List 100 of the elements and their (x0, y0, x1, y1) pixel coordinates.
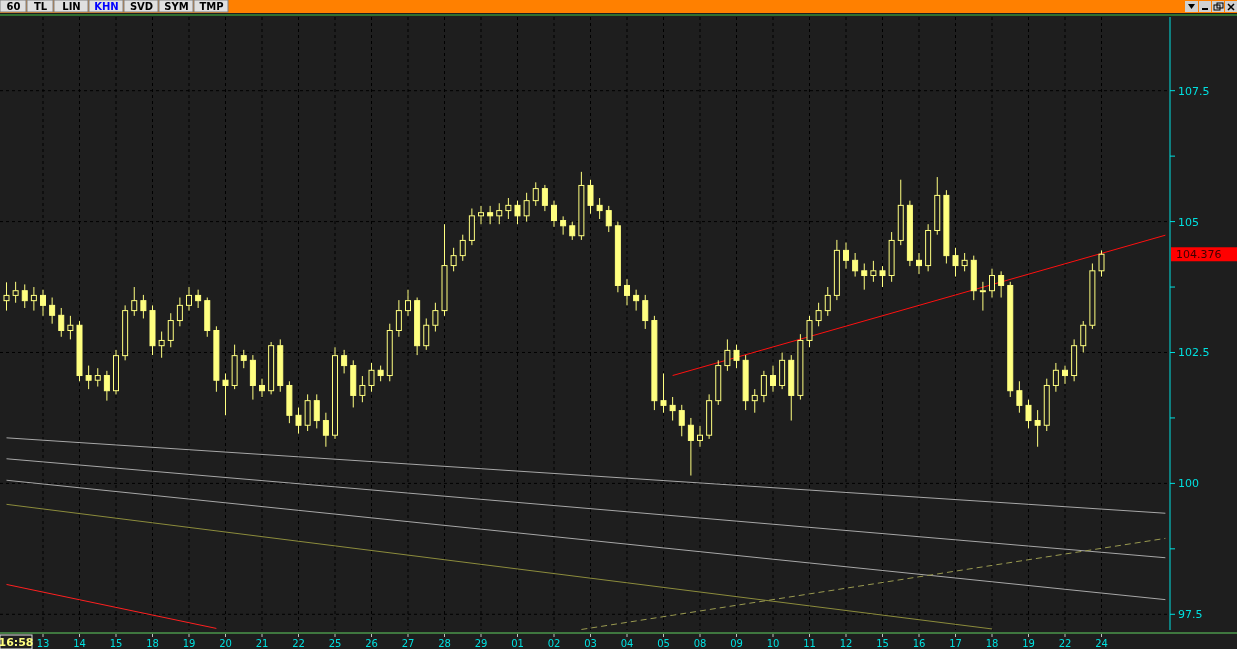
x-tick-label: 18 (985, 638, 999, 649)
x-tick-label: 21 (255, 638, 269, 649)
candlestick (368, 362, 375, 393)
x-tick-label: 15 (876, 638, 889, 649)
candlestick (852, 252, 859, 278)
text: 16:58 (0, 636, 34, 649)
candlestick (815, 302, 822, 327)
candlestick (176, 297, 183, 327)
candlestick (532, 181, 539, 207)
candlestick (514, 200, 521, 225)
candlestick (1025, 399, 1032, 429)
candlestick (359, 375, 366, 403)
x-tick-label: 18 (146, 638, 159, 649)
x-tick-label: 29 (474, 638, 488, 649)
x-tick-label: 05 (657, 638, 670, 649)
candlestick (1016, 380, 1023, 414)
candlestick (405, 289, 411, 317)
candlestick (432, 302, 439, 333)
y-tick-label: 97.5 (1178, 608, 1203, 622)
candlestick (30, 286, 37, 312)
candlestick (94, 367, 101, 388)
candlestick (167, 312, 174, 348)
candlestick (998, 270, 1005, 299)
x-tick-label: 08 (693, 638, 707, 649)
x-tick-label: 25 (328, 638, 342, 649)
y-tick-label: 100 (1178, 477, 1199, 491)
candlestick (697, 425, 703, 448)
candlestick (843, 242, 849, 270)
x-tick-label: 27 (401, 638, 415, 649)
candlestick (687, 417, 694, 477)
candlestick (1052, 362, 1059, 393)
candlestick (979, 281, 986, 312)
candlestick (551, 200, 557, 228)
y-tick-label: 105 (1178, 215, 1199, 229)
x-tick-label: 02 (547, 638, 561, 649)
candlestick (395, 299, 402, 338)
candlestick (1098, 249, 1105, 278)
candlestick (751, 388, 758, 414)
candlestick (879, 265, 886, 288)
x-tick-label: 20 (219, 638, 232, 649)
candlestick (669, 396, 676, 422)
candlestick (1080, 320, 1087, 353)
x-tick-label: 26 (365, 638, 378, 649)
candlestick (487, 205, 494, 225)
candlestick (660, 372, 667, 414)
x-tick-label: 22 (1058, 638, 1072, 649)
candlestick (870, 260, 877, 283)
candlestick (523, 192, 530, 223)
candlestick (103, 370, 110, 402)
candlestick (313, 393, 320, 429)
candlestick (624, 278, 630, 306)
candlestick (569, 221, 576, 241)
x-tick-label: 16 (912, 638, 926, 649)
x-tick-label: 17 (949, 638, 962, 649)
candlestick (478, 205, 484, 225)
candlestick (1034, 409, 1041, 448)
candlestick (541, 184, 548, 212)
candlestick (341, 349, 348, 374)
x-tick-label: 11 (803, 638, 816, 649)
candlestick (12, 281, 19, 304)
text: TL (33, 1, 48, 12)
candlestick (678, 404, 685, 437)
candlestick (1062, 365, 1068, 385)
text: 60 (6, 1, 21, 12)
candlestick (21, 283, 28, 309)
candlestick (724, 338, 731, 372)
x-tick-label: 01 (511, 638, 524, 649)
candlestick (322, 412, 329, 448)
candlestick (824, 286, 831, 317)
candlestick (916, 252, 922, 275)
candlestick (450, 247, 457, 272)
candlestick (67, 315, 74, 340)
candlestick (423, 317, 430, 351)
candlestick (158, 331, 165, 359)
x-tick-label: 12 (839, 638, 853, 649)
candlestick (642, 294, 649, 330)
x-tick-label: 09 (730, 638, 743, 649)
y-tick-label: 102.5 (1178, 346, 1210, 360)
candlestick (733, 344, 740, 369)
candlestick (961, 252, 968, 272)
candlestick (806, 315, 813, 348)
candlestick (760, 370, 767, 403)
candlestick (861, 262, 868, 291)
candlestick (131, 286, 138, 317)
x-tick-label: 13 (36, 638, 50, 649)
x-tick-label: 24 (1095, 638, 1108, 649)
candlestick (186, 286, 192, 312)
text: SYM (164, 1, 189, 12)
candlestick (587, 179, 594, 215)
candlestick (952, 247, 959, 278)
text: LIN (62, 1, 81, 12)
candlestick (633, 289, 640, 312)
candlestick (49, 297, 56, 325)
candlestick (770, 365, 776, 393)
x-tick-label: 14 (73, 638, 86, 649)
candlestick (560, 215, 567, 236)
candlestick (259, 378, 265, 398)
candlestick (40, 289, 46, 317)
x-tick-label: 10 (766, 638, 780, 649)
y-tick-label: 107.5 (1178, 84, 1210, 98)
